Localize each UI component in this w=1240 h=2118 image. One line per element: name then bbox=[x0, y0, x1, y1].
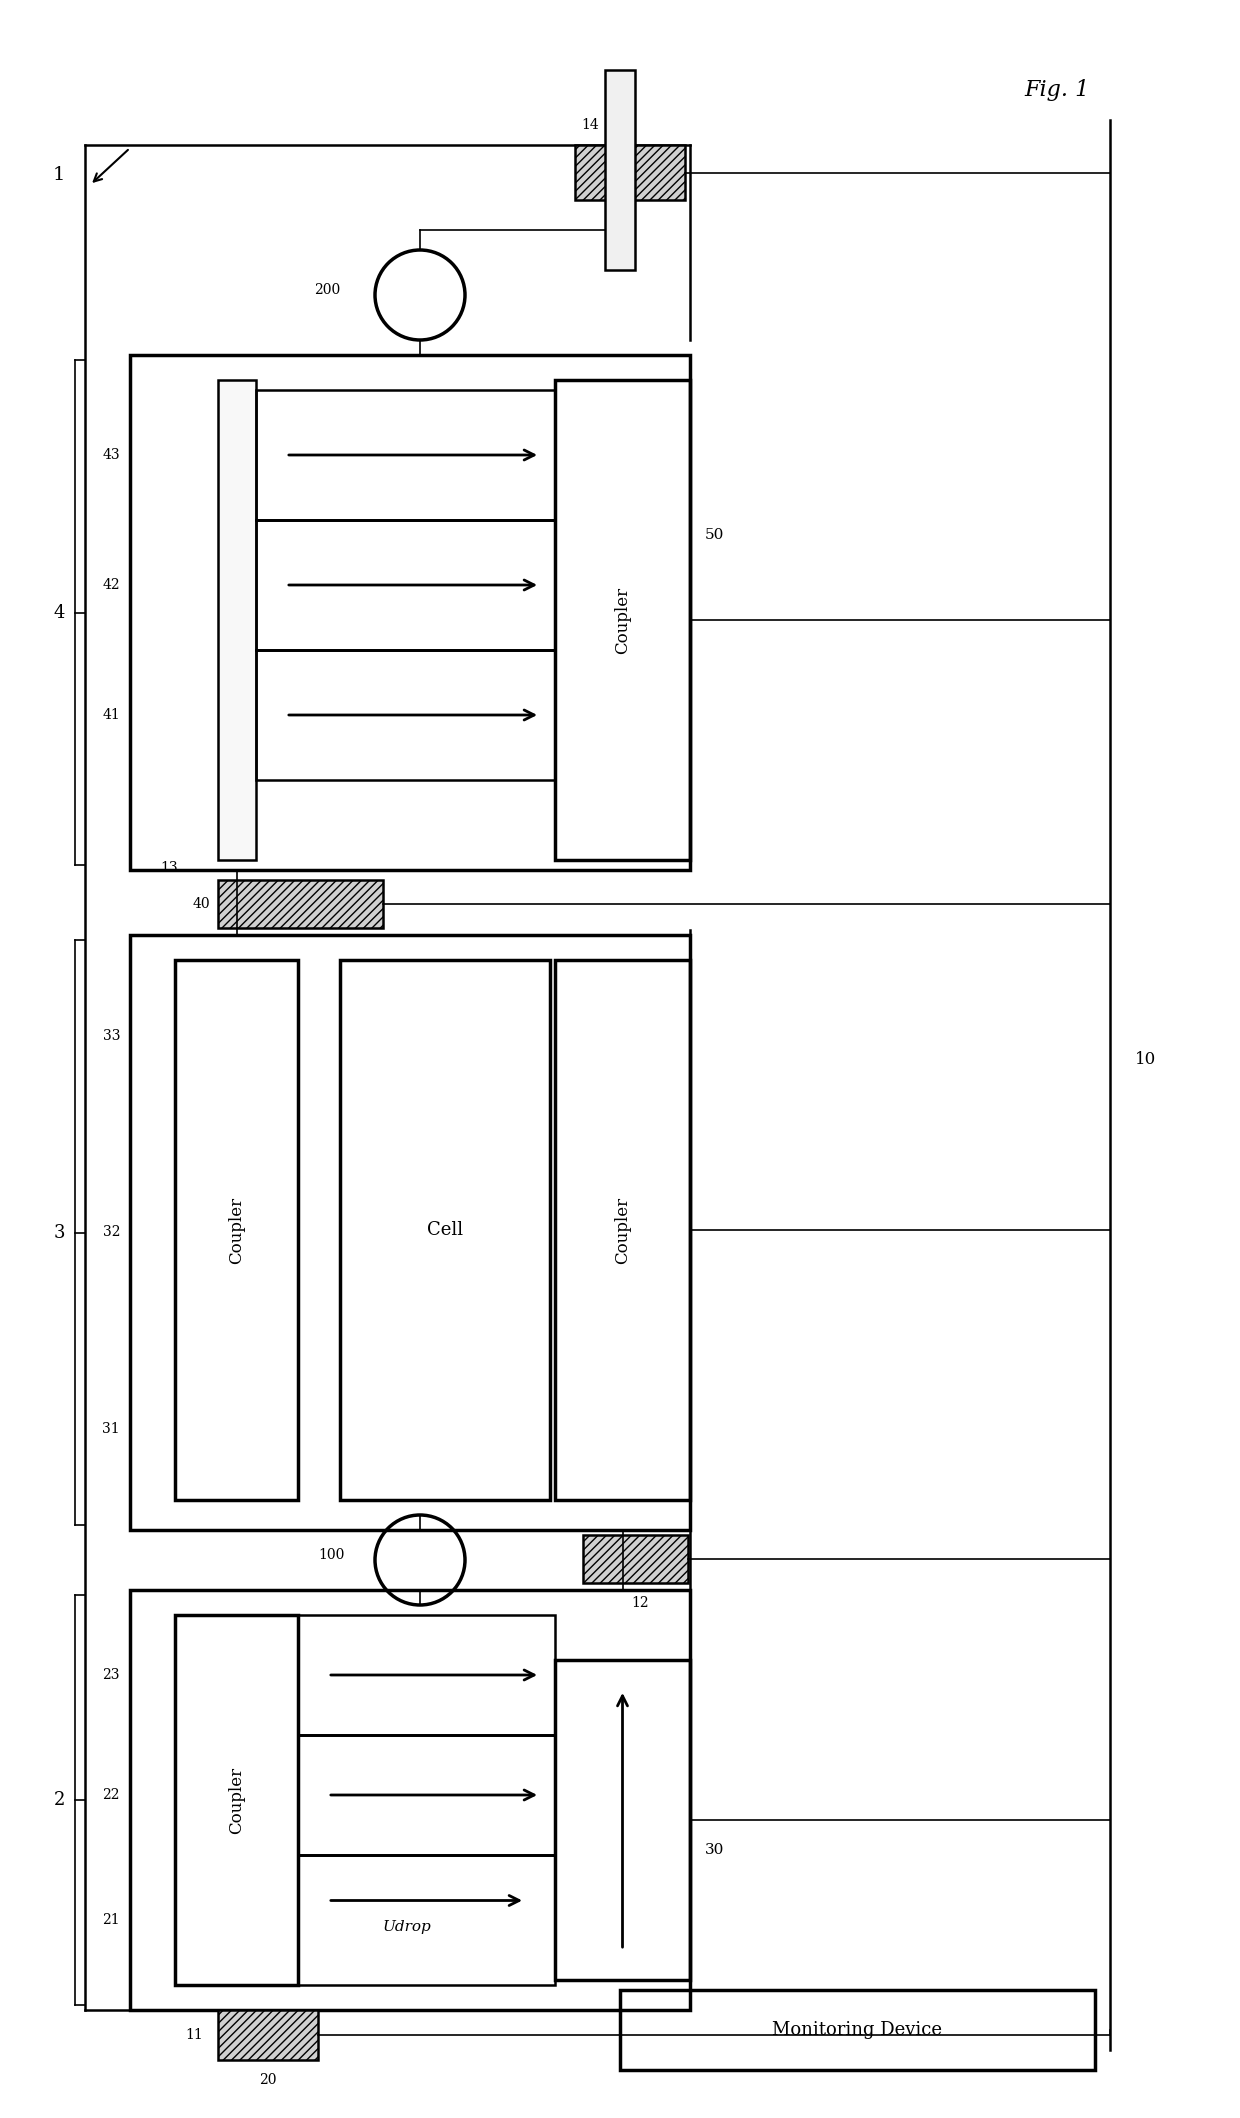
Bar bbox=[605, 70, 635, 269]
Text: Udrop: Udrop bbox=[382, 1919, 430, 1934]
Bar bbox=[175, 959, 298, 1500]
Text: 30: 30 bbox=[706, 1843, 724, 1857]
Text: 41: 41 bbox=[102, 707, 120, 722]
Text: 1: 1 bbox=[52, 165, 64, 184]
Bar bbox=[130, 356, 689, 870]
Text: 12: 12 bbox=[631, 1597, 650, 1610]
Bar bbox=[298, 1855, 556, 1985]
Text: 33: 33 bbox=[103, 1029, 120, 1044]
Bar bbox=[255, 390, 556, 521]
Text: 32: 32 bbox=[103, 1226, 120, 1239]
Bar bbox=[218, 2010, 317, 2061]
Bar bbox=[218, 879, 383, 928]
Bar bbox=[556, 1661, 689, 1980]
Text: Coupler: Coupler bbox=[228, 1197, 246, 1264]
Text: Monitoring Device: Monitoring Device bbox=[773, 2021, 942, 2040]
Text: 14: 14 bbox=[582, 119, 599, 131]
Bar bbox=[218, 379, 255, 860]
Bar bbox=[575, 144, 684, 199]
Bar bbox=[620, 1991, 1095, 2069]
Text: 13: 13 bbox=[160, 862, 179, 875]
Bar bbox=[556, 379, 689, 860]
Bar bbox=[255, 650, 556, 779]
Bar bbox=[255, 521, 556, 650]
Text: 3: 3 bbox=[53, 1224, 64, 1241]
Text: Coupler: Coupler bbox=[614, 587, 631, 654]
Text: 4: 4 bbox=[53, 604, 64, 621]
Text: Fig. 1: Fig. 1 bbox=[1024, 78, 1090, 102]
Bar bbox=[130, 1591, 689, 2010]
Bar bbox=[583, 1536, 688, 1582]
Text: 200: 200 bbox=[314, 284, 340, 297]
Bar bbox=[340, 959, 551, 1500]
Text: 11: 11 bbox=[185, 2029, 203, 2042]
Text: 22: 22 bbox=[103, 1788, 120, 1802]
Text: 20: 20 bbox=[259, 2074, 277, 2086]
Text: 50: 50 bbox=[706, 527, 724, 542]
Text: 23: 23 bbox=[103, 1669, 120, 1682]
Bar bbox=[298, 1616, 556, 1735]
Bar bbox=[130, 934, 689, 1529]
Text: Coupler: Coupler bbox=[614, 1197, 631, 1264]
Text: 10: 10 bbox=[1135, 1051, 1156, 1067]
Bar bbox=[556, 959, 689, 1500]
Text: 21: 21 bbox=[103, 1913, 120, 1927]
Text: 43: 43 bbox=[103, 449, 120, 462]
Bar bbox=[298, 1735, 556, 1855]
Text: 31: 31 bbox=[103, 1421, 120, 1436]
Text: 100: 100 bbox=[319, 1548, 345, 1561]
Text: 42: 42 bbox=[103, 578, 120, 593]
Text: 40: 40 bbox=[192, 898, 210, 911]
Text: 2: 2 bbox=[53, 1792, 64, 1809]
Text: Coupler: Coupler bbox=[228, 1766, 246, 1834]
Text: Cell: Cell bbox=[427, 1220, 463, 1239]
Bar bbox=[175, 1616, 298, 1985]
